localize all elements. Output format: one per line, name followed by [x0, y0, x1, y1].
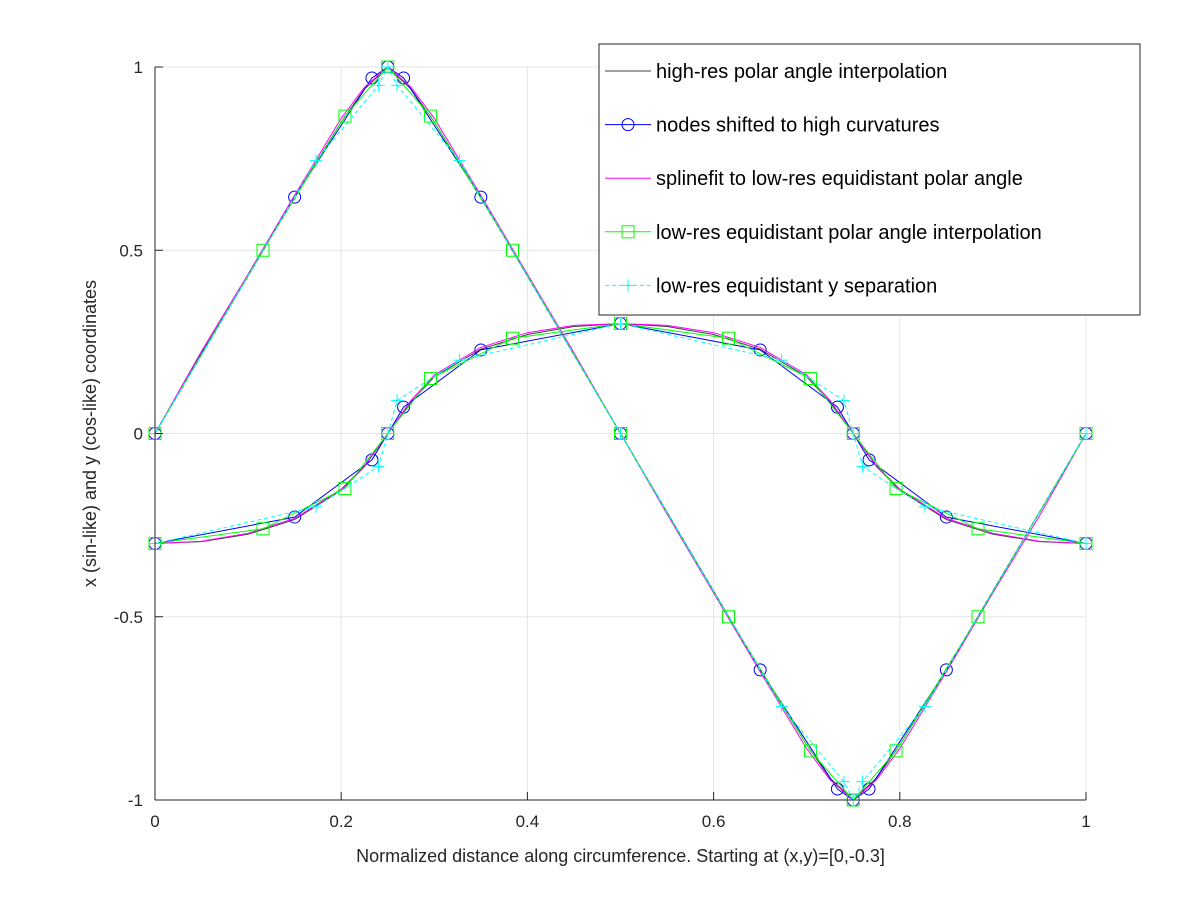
- x-tick-label: 0.4: [516, 812, 540, 831]
- series-4-point: [256, 243, 270, 257]
- series-4-point: [721, 610, 735, 624]
- legend-item-3: splinefit to low-res equidistant polar a…: [605, 168, 1023, 190]
- series-5-point: [856, 775, 869, 788]
- series-5-point: [775, 354, 788, 367]
- legend-label: low-res equidistant polar angle interpol…: [656, 222, 1042, 244]
- series-5-point: [918, 500, 931, 513]
- series-2-point: [474, 343, 488, 357]
- series-5-point: [614, 317, 627, 330]
- x-tick-label: 0.6: [702, 812, 726, 831]
- legend-marker: [621, 225, 635, 239]
- legend-box: [598, 43, 1141, 316]
- series-2-point: [939, 663, 953, 677]
- series-5-point: [372, 460, 385, 473]
- series-2-point: [474, 190, 488, 204]
- legend-label: low-res equidistant y separation: [656, 275, 937, 297]
- series-5: [149, 61, 1092, 806]
- series-4-point: [424, 372, 438, 386]
- series-4-point: [803, 744, 817, 758]
- series-4-point: [889, 481, 903, 495]
- series-2-point: [288, 510, 302, 524]
- legend-marker: [622, 279, 634, 292]
- y-tick-label: -0.5: [114, 608, 143, 627]
- series-5-point: [381, 61, 394, 73]
- legend-item-1: high-res polar angle interpolation: [605, 61, 947, 83]
- x-tick-label: 1: [1081, 812, 1090, 831]
- series-2-point: [753, 663, 767, 677]
- series-4-point: [971, 522, 985, 536]
- legend-label: high-res polar angle interpolation: [656, 61, 947, 83]
- series-5-point: [453, 154, 466, 167]
- legend-item-4: low-res equidistant polar angle interpol…: [605, 222, 1042, 244]
- series-5-point: [391, 394, 404, 407]
- axes: [154, 66, 1087, 801]
- legend-label: nodes shifted to high curvatures: [656, 115, 940, 137]
- series-5-point: [381, 427, 394, 440]
- series-4-point: [506, 243, 520, 257]
- series-5-point: [837, 394, 850, 407]
- series-4-point: [889, 744, 903, 758]
- series-5-point: [1080, 537, 1092, 550]
- series-5-point: [310, 154, 323, 167]
- series-5-point: [391, 79, 404, 92]
- plot-area: [148, 60, 1093, 807]
- legend-marker: [621, 118, 635, 132]
- y-axis-label: x (sin-like) and y (cos-like) coordinate…: [80, 280, 100, 587]
- series-5-point: [614, 427, 627, 440]
- series-5-point: [310, 500, 323, 513]
- series-5-point: [372, 79, 385, 92]
- series-5-point: [856, 460, 869, 473]
- legend-item-2: nodes shifted to high curvatures: [605, 115, 940, 137]
- series-4-point: [256, 522, 270, 536]
- tick-labels: 0 0.2 0.4 0.6 0.8 1 -1 -0.5 0 0.5 1: [114, 58, 1091, 831]
- series-2-point: [753, 343, 767, 357]
- y-tick-label: 0.5: [119, 241, 143, 260]
- series-4-point: [506, 331, 520, 345]
- series-2-point: [939, 510, 953, 524]
- legend: high-res polar angle interpolation nodes …: [598, 43, 1141, 316]
- x-tick-label: 0.8: [888, 812, 912, 831]
- series-5-point: [775, 700, 788, 713]
- y-tick-label: 0: [134, 425, 143, 444]
- series-4-point: [971, 610, 985, 624]
- legend-label: splinefit to low-res equidistant polar a…: [656, 168, 1023, 190]
- series-5-point: [1080, 427, 1092, 440]
- x-axis-label: Normalized distance along circumference.…: [356, 846, 885, 866]
- series-4-point: [338, 109, 352, 123]
- series-4-point: [721, 331, 735, 345]
- series-5-point: [837, 775, 850, 788]
- y-tick-label: 1: [134, 58, 143, 77]
- x-tick-label: 0.2: [329, 812, 353, 831]
- series-4-point: [338, 481, 352, 495]
- legend-item-5: low-res equidistant y separation: [605, 275, 937, 297]
- series-4-point: [424, 109, 438, 123]
- x-tick-label: 0: [150, 812, 159, 831]
- y-tick-label: -1: [128, 791, 143, 810]
- series-2-point: [288, 190, 302, 204]
- series-5-point: [918, 700, 931, 713]
- series-5-point: [847, 427, 860, 440]
- series-4-point: [803, 372, 817, 386]
- series-5-point: [453, 354, 466, 367]
